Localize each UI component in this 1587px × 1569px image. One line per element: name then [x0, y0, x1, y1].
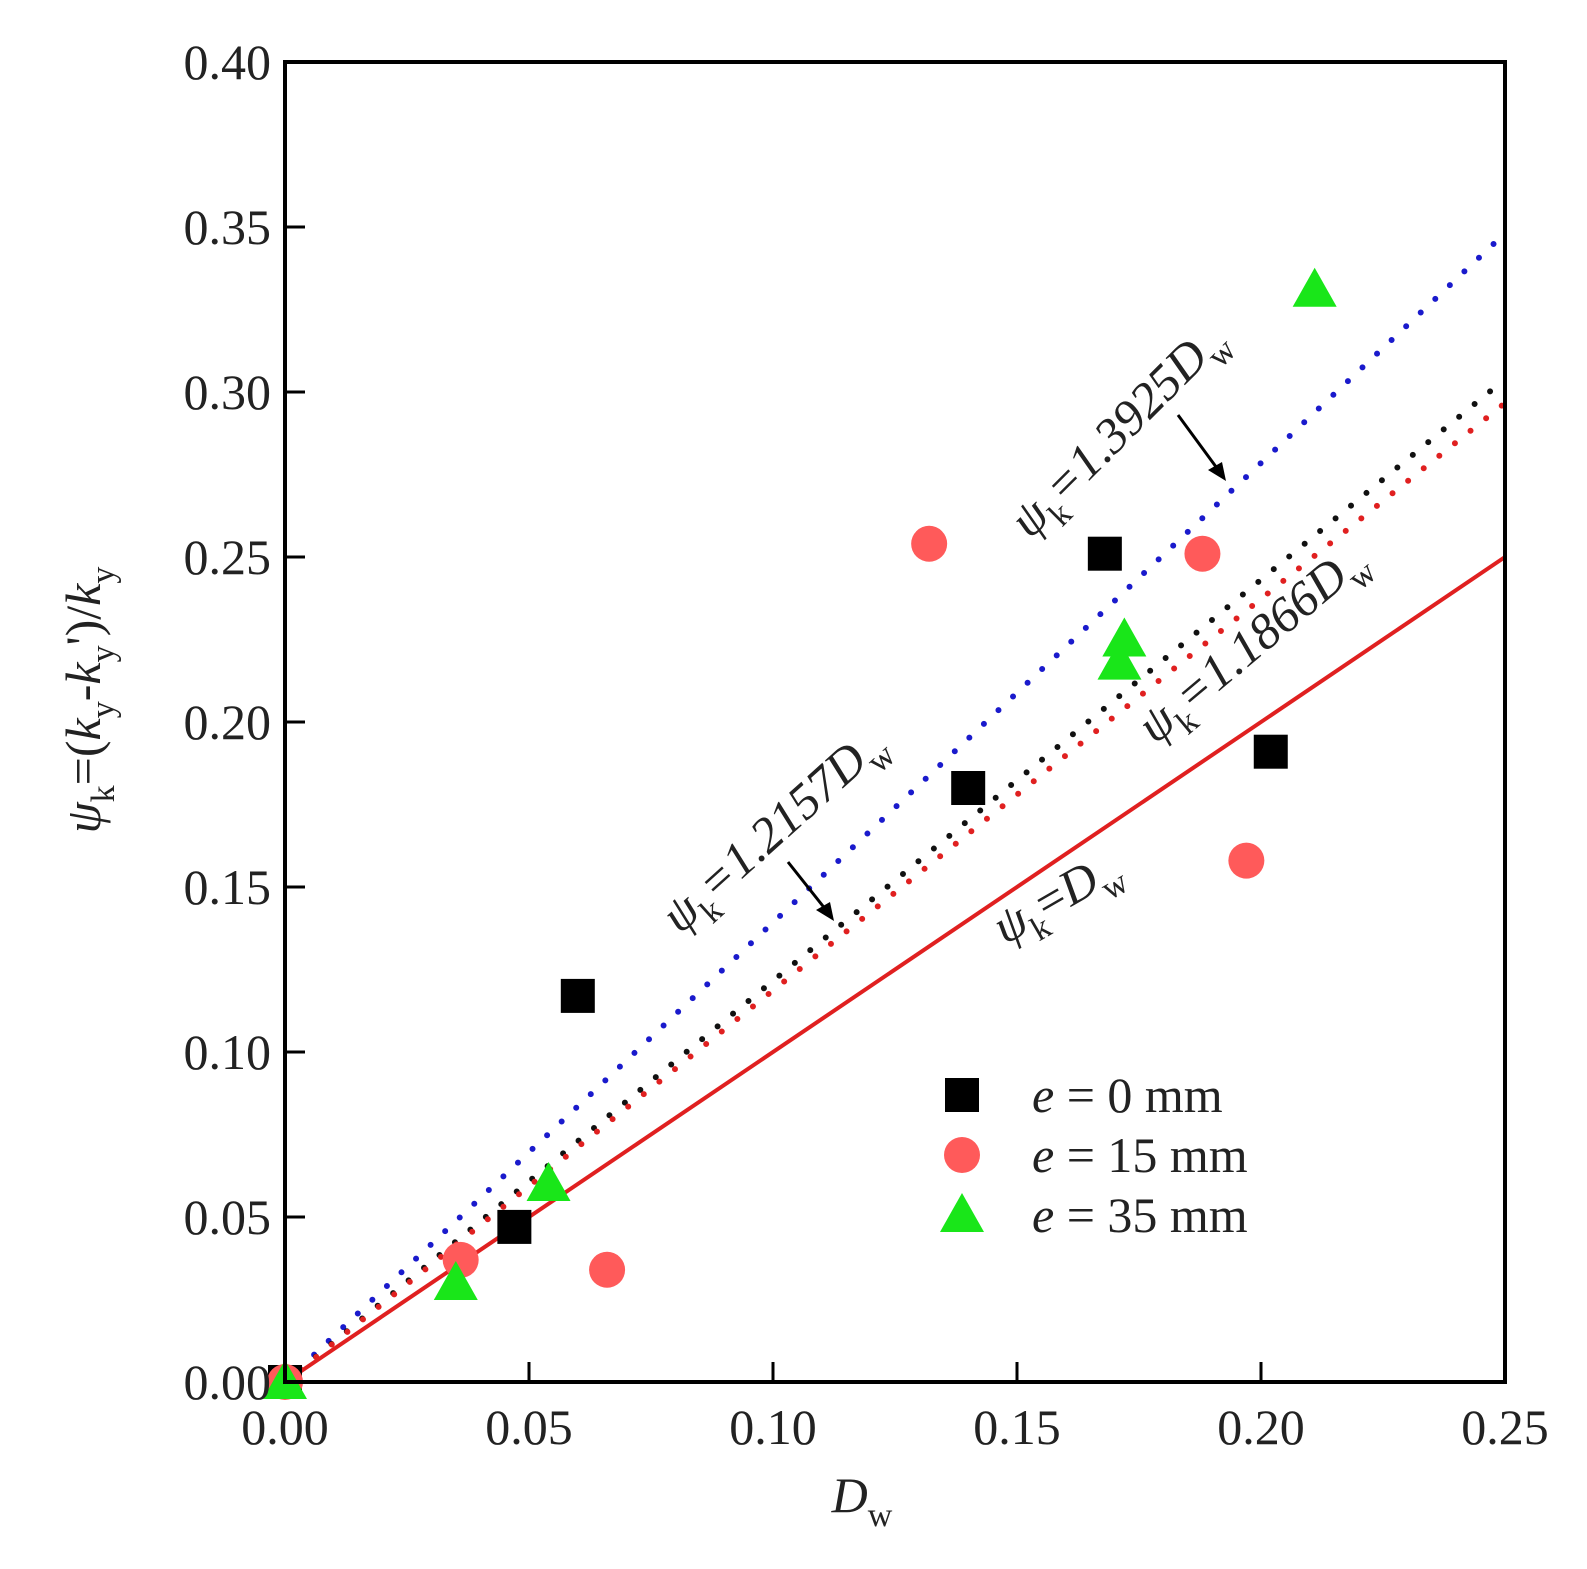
point-circle-1-4	[1184, 535, 1221, 572]
fit-line-3	[283, 555, 1507, 1384]
plot-frame	[283, 60, 1507, 1384]
x-axis-title: Dw	[831, 1467, 893, 1534]
legend-label-2: e = 35 mm	[1032, 1187, 1248, 1243]
x-tick-label-0: 0.00	[241, 1399, 329, 1455]
x-tick-label-3: 0.15	[973, 1399, 1061, 1455]
x-tick-label-1: 0.05	[485, 1399, 573, 1455]
y-tick-label-6: 0.30	[184, 364, 272, 420]
point-triangle-2-4	[1102, 617, 1147, 657]
legend-marker-circle	[944, 1137, 980, 1173]
legend-label-0: e = 0 mm	[1032, 1067, 1223, 1123]
point-circle-1-5	[1228, 842, 1265, 879]
fit-label-3: ψk=Dw	[983, 837, 1135, 964]
arrow-1	[1176, 414, 1224, 476]
legend-marker-triangle	[940, 1193, 984, 1232]
axes: 0.00 0.05 0.10 0.15 0.20 0.25 0.00 0.05 0.10 0.15…	[184, 34, 1549, 1455]
y-tick-label-4: 0.20	[184, 694, 272, 750]
legend: e = 0 mme = 15 mme = 35 mm	[940, 1067, 1248, 1243]
legend-label-1: e = 15 mm	[1032, 1127, 1248, 1183]
point-square-0-1	[497, 1209, 532, 1244]
x-tick-label-4: 0.20	[1217, 1399, 1305, 1455]
y-tick-label-5: 0.25	[184, 529, 272, 585]
fit-lines	[282, 230, 1508, 1385]
point-triangle-2-5	[1292, 267, 1337, 307]
y-tick-label-3: 0.15	[184, 859, 272, 915]
arrowhead-2	[816, 902, 834, 921]
point-triangle-2-1	[433, 1261, 478, 1300]
point-square-0-2	[560, 978, 595, 1013]
y-tick-label-0: 0.00	[184, 1354, 272, 1410]
data-points	[263, 267, 1337, 1400]
point-triangle-2-2	[526, 1162, 571, 1201]
y-axis-title: ψk=(ky-ky')/ky	[55, 567, 122, 834]
fit-line-1	[282, 376, 1508, 1385]
point-square-0-4	[1087, 536, 1122, 571]
fit-line-2	[282, 400, 1508, 1385]
y-tick-label-1: 0.05	[184, 1189, 272, 1245]
point-circle-1-3	[911, 525, 948, 562]
y-tick-label-2: 0.10	[184, 1024, 272, 1080]
x-tick-label-2: 0.10	[729, 1399, 817, 1455]
point-square-0-3	[951, 771, 986, 805]
legend-marker-square	[945, 1078, 979, 1112]
point-triangle-2-3	[1097, 640, 1142, 680]
point-circle-1-2	[589, 1251, 626, 1288]
fit-line-0	[282, 230, 1508, 1385]
y-tick-label-8: 0.40	[184, 34, 272, 90]
point-square-0-5	[1253, 734, 1288, 769]
x-tick-label-5: 0.25	[1461, 1399, 1549, 1455]
y-tick-label-7: 0.35	[184, 199, 272, 255]
arrowhead-1	[1208, 462, 1226, 481]
fit-label-0: ψk=1.3925Dw	[998, 310, 1244, 556]
